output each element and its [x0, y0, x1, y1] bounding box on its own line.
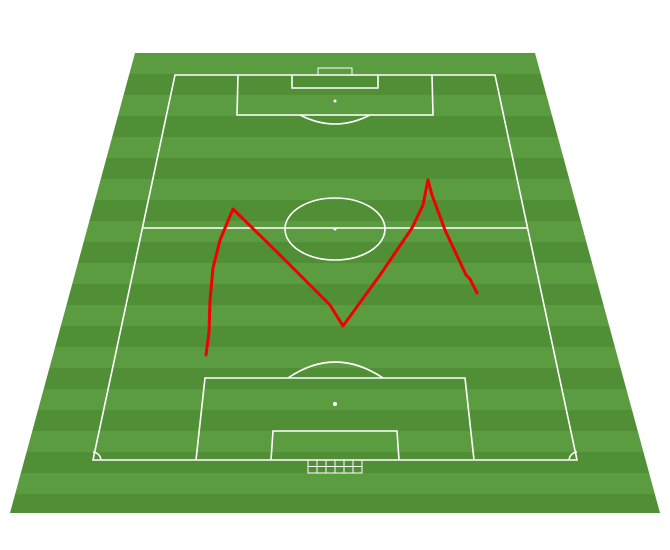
- center-circle: [284, 197, 386, 261]
- center-spot: [333, 227, 337, 231]
- top-penalty-box: [236, 74, 434, 116]
- bottom-penalty-arc: [287, 361, 384, 379]
- pitch-surface: [10, 53, 660, 513]
- corner-arc: [568, 451, 578, 461]
- top-goal-box: [291, 75, 379, 89]
- bottom-goal: [307, 459, 363, 474]
- top-goal: [317, 67, 353, 76]
- corner-arc: [92, 451, 102, 461]
- top-penalty-spot: [333, 99, 337, 103]
- bottom-penalty-box: [195, 377, 475, 461]
- drawn-line: [204, 178, 479, 357]
- touchline: [92, 74, 578, 461]
- top-penalty-arc: [299, 114, 371, 125]
- bottom-penalty-spot: [333, 402, 337, 406]
- bottom-goal-box: [270, 430, 400, 461]
